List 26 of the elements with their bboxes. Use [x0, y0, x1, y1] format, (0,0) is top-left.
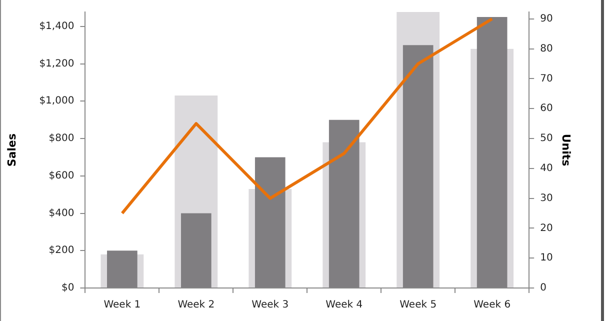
y-tick-label: $1,200	[39, 58, 74, 70]
y2-tick-label: 60	[540, 103, 553, 114]
y-tick-label: $200	[48, 245, 74, 256]
x-tick-label: Week 6	[474, 300, 511, 311]
x-tick-label: Week 3	[252, 300, 289, 311]
y2-tick-label: 80	[540, 43, 553, 54]
y2-tick-label: 10	[540, 252, 553, 264]
x-tick-label: Week 5	[400, 300, 437, 311]
y-tick-label: $1,400	[39, 20, 74, 32]
y2-tick-label: 50	[540, 133, 553, 144]
y2-tick-label: 40	[540, 162, 553, 174]
y2-tick-label: 0	[540, 282, 546, 294]
y-tick-label: $400	[48, 208, 74, 219]
x-tick-label: Week 4	[326, 300, 363, 311]
x-tick-label: Week 2	[178, 300, 215, 311]
y-tick-label: $600	[48, 170, 74, 182]
y2-tick-label: 90	[540, 13, 553, 24]
y2-tick-label: 20	[540, 222, 553, 234]
y-tick-label: $800	[48, 133, 74, 144]
y2-tick-label: 30	[540, 192, 553, 204]
y-tick-label: $0	[61, 282, 74, 294]
x-tick-label: Week 1	[104, 300, 141, 311]
y2-axis-title: Units	[560, 134, 573, 167]
y2-tick-label: 70	[540, 73, 553, 84]
y-tick-label: $1,000	[39, 96, 74, 107]
y-axis-title: Sales	[5, 132, 18, 167]
